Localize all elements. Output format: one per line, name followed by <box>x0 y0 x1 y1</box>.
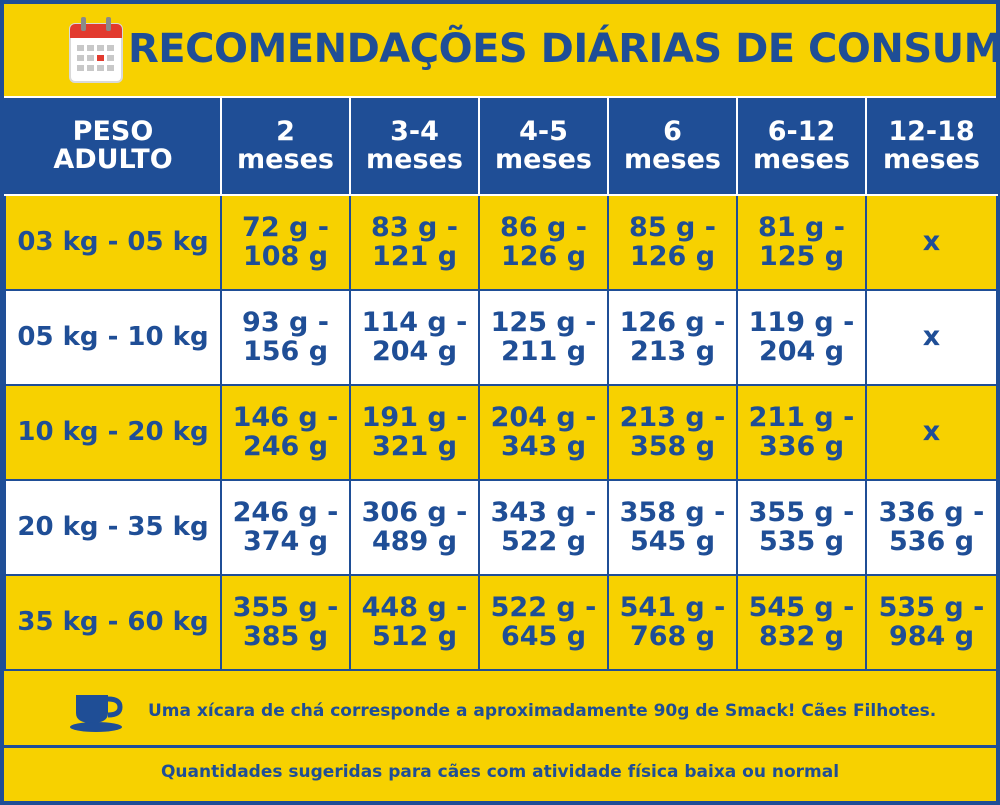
serving-note: Uma xícara de chá corresponde a aproxima… <box>148 701 937 721</box>
amount-cell: 541 g -768 g <box>607 574 738 671</box>
amount-cell: 448 g -512 g <box>349 574 480 671</box>
header-weight: PESO ADULTO <box>4 96 222 196</box>
amount-cell: 146 g -246 g <box>220 384 351 481</box>
amount-cell: 126 g -213 g <box>607 289 738 386</box>
page-title: RECOMENDAÇÕES DIÁRIAS DE CONSUMO <box>128 26 1000 72</box>
amount-cell: 522 g -645 g <box>478 574 609 671</box>
weight-cell: 05 kg - 10 kg <box>4 289 222 386</box>
header-age: 6-12 meses <box>736 96 867 196</box>
header-age: 4-5 meses <box>478 96 609 196</box>
amount-cell: 125 g -211 g <box>478 289 609 386</box>
title-bar: RECOMENDAÇÕES DIÁRIAS DE CONSUMO <box>4 4 1000 96</box>
header-age: 6 meses <box>607 96 738 196</box>
table-row: 20 kg - 35 kg 246 g -374 g 306 g -489 g … <box>4 479 998 576</box>
weight-cell: 03 kg - 05 kg <box>4 194 222 291</box>
amount-cell: x <box>865 289 998 386</box>
header-age: 12-18 meses <box>865 96 998 196</box>
weight-cell: 10 kg - 20 kg <box>4 384 222 481</box>
amount-cell: 355 g -385 g <box>220 574 351 671</box>
amount-cell: x <box>865 384 998 481</box>
amount-cell: 246 g -374 g <box>220 479 351 576</box>
header-age: 3-4 meses <box>349 96 480 196</box>
table-row: 10 kg - 20 kg 146 g -246 g 191 g -321 g … <box>4 384 998 481</box>
weight-cell: 35 kg - 60 kg <box>4 574 222 671</box>
amount-cell: 93 g -156 g <box>220 289 351 386</box>
table-row: 35 kg - 60 kg 355 g -385 g 448 g -512 g … <box>4 574 998 671</box>
weight-cell: 20 kg - 35 kg <box>4 479 222 576</box>
table-row: 03 kg - 05 kg 72 g -108 g 83 g -121 g 86… <box>4 194 998 291</box>
header-age: 2 meses <box>220 96 351 196</box>
amount-cell: 191 g -321 g <box>349 384 480 481</box>
amount-cell: 85 g -126 g <box>607 194 738 291</box>
amount-cell: 81 g -125 g <box>736 194 867 291</box>
amount-cell: 211 g -336 g <box>736 384 867 481</box>
amount-cell: 336 g -536 g <box>865 479 998 576</box>
amount-cell: 83 g -121 g <box>349 194 480 291</box>
amount-cell: 114 g -204 g <box>349 289 480 386</box>
amount-cell: 86 g -126 g <box>478 194 609 291</box>
amount-cell: 343 g -522 g <box>478 479 609 576</box>
teacup-icon <box>70 695 123 732</box>
table-header-row: PESO ADULTO 2 meses 3-4 meses 4-5 meses 6 mes… <box>4 96 998 196</box>
footer-note: Quantidades sugeridas para cães com ativ… <box>160 762 840 782</box>
amount-cell: 204 g -343 g <box>478 384 609 481</box>
amount-cell: 358 g -545 g <box>607 479 738 576</box>
amount-cell: 535 g -984 g <box>865 574 998 671</box>
amount-cell: 213 g -358 g <box>607 384 738 481</box>
amount-cell: 306 g -489 g <box>349 479 480 576</box>
calendar-icon <box>69 17 123 83</box>
consumption-table: PESO ADULTO 2 meses 3-4 meses 4-5 meses 6 mes… <box>4 96 998 671</box>
amount-cell: 355 g -535 g <box>736 479 867 576</box>
amount-cell: x <box>865 194 998 291</box>
amount-cell: 119 g -204 g <box>736 289 867 386</box>
amount-cell: 545 g -832 g <box>736 574 867 671</box>
amount-cell: 72 g -108 g <box>220 194 351 291</box>
serving-note-bar: Uma xícara de chá corresponde a aproxima… <box>4 679 996 748</box>
table-row: 05 kg - 10 kg 93 g -156 g 114 g -204 g 1… <box>4 289 998 386</box>
